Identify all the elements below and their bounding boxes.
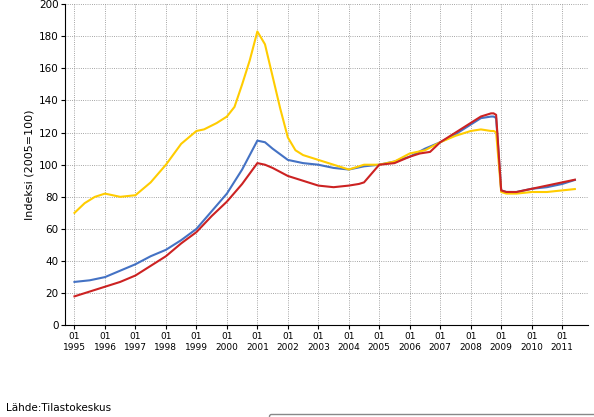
Legend: Koko liikevaihto, Kotimaan liikevaihto, Vientiliikevaihto: Koko liikevaihto, Kotimaan liikevaihto, … bbox=[269, 414, 594, 417]
Y-axis label: Indeksi (2005=100): Indeksi (2005=100) bbox=[24, 110, 34, 220]
Text: Lähde:Tilastokeskus: Lähde:Tilastokeskus bbox=[6, 403, 111, 413]
